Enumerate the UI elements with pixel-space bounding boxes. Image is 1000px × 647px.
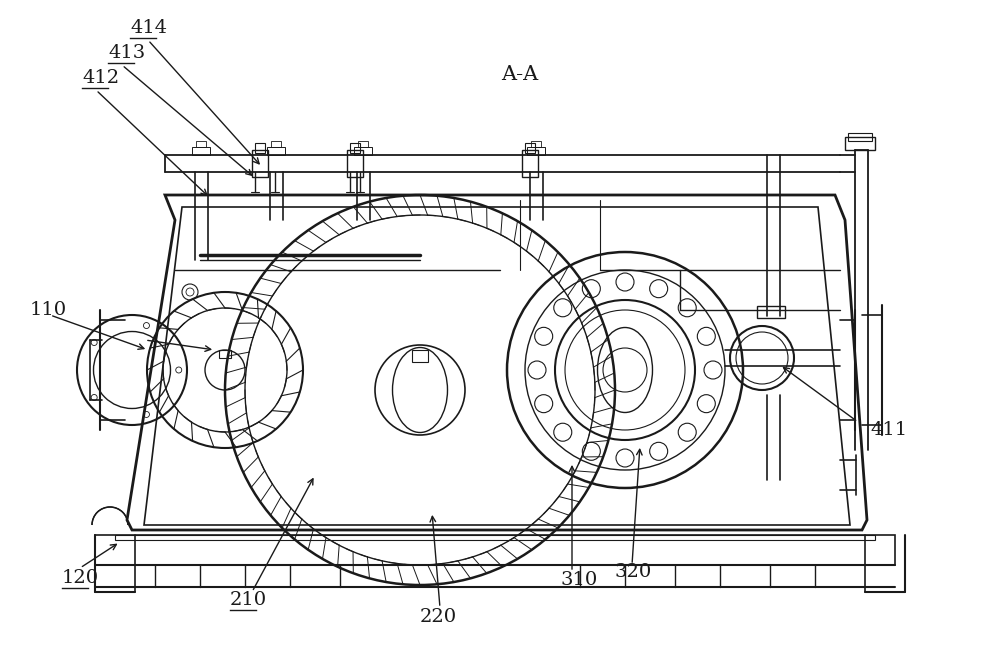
Text: 411: 411 (870, 421, 907, 439)
Bar (219, 350, 231, 358)
Bar (350, 143, 360, 153)
Text: 210: 210 (230, 591, 267, 609)
Text: A-A: A-A (501, 65, 539, 85)
Bar (757, 306, 785, 318)
Bar (95, 535, 895, 565)
Bar (522, 150, 538, 177)
Bar (252, 150, 268, 177)
Text: 412: 412 (82, 69, 119, 87)
Text: 310: 310 (560, 571, 597, 589)
Text: 320: 320 (615, 563, 652, 581)
Text: 413: 413 (108, 44, 145, 62)
Bar (267, 147, 285, 155)
Bar (525, 143, 535, 153)
Text: 120: 120 (62, 569, 99, 587)
Text: 220: 220 (420, 608, 457, 626)
Bar (115, 535, 875, 540)
Bar (255, 143, 265, 153)
Bar (358, 141, 368, 147)
Bar (271, 141, 281, 147)
Bar (347, 150, 363, 177)
Text: 110: 110 (30, 301, 67, 319)
Bar (192, 147, 210, 155)
Bar (196, 141, 206, 147)
Bar (412, 350, 428, 362)
Bar (848, 133, 872, 141)
Text: 414: 414 (130, 19, 167, 37)
Bar (845, 137, 875, 150)
Bar (527, 147, 545, 155)
Bar (354, 147, 372, 155)
Bar (531, 141, 541, 147)
